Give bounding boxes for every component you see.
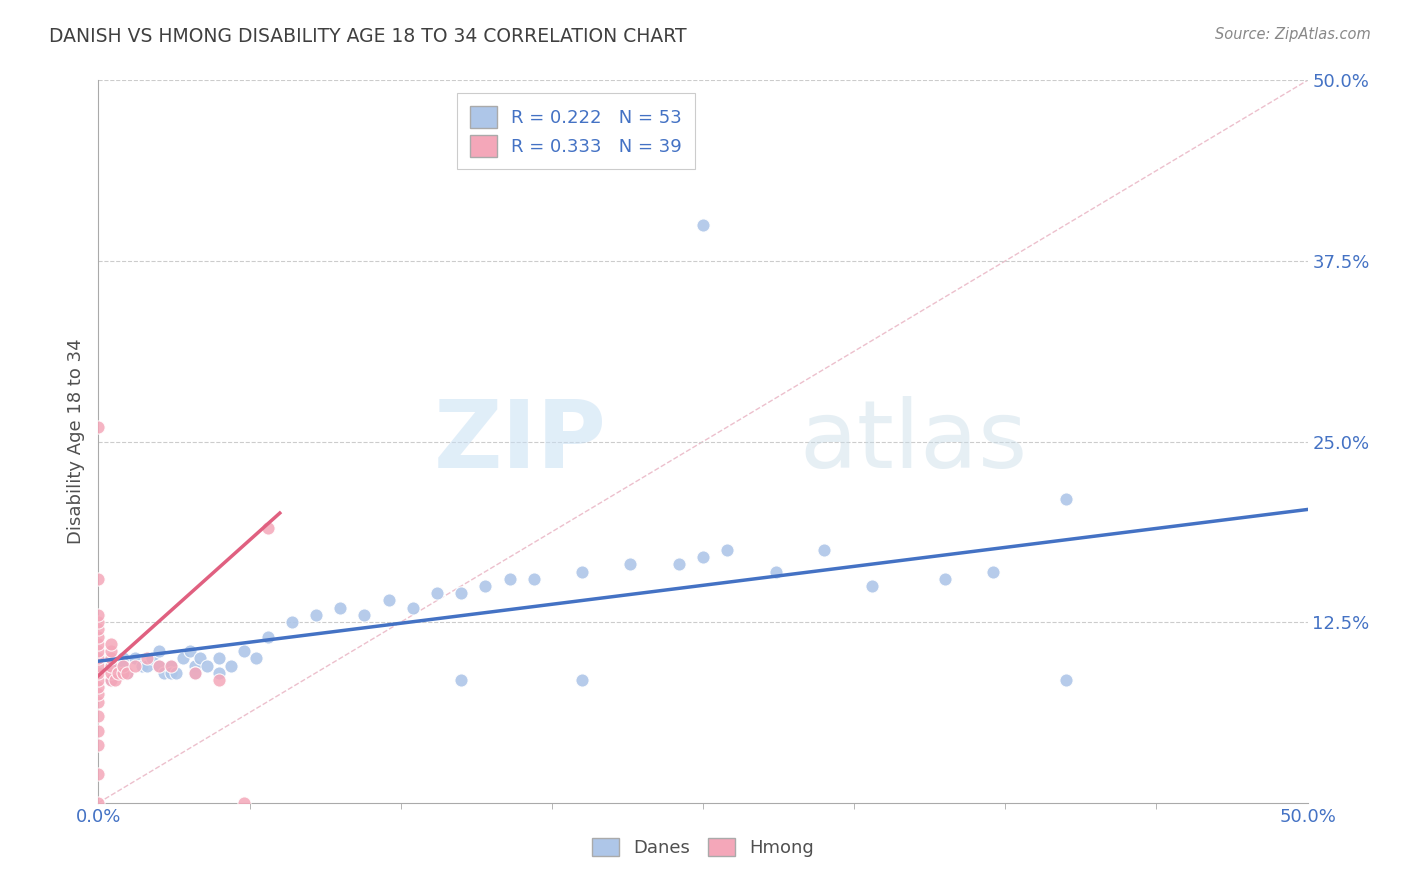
Point	[87, 615, 110, 630]
Point	[141, 651, 163, 665]
Point	[100, 651, 122, 665]
Point	[1054, 492, 1077, 507]
Point	[221, 658, 243, 673]
Point	[117, 665, 139, 680]
Point	[87, 687, 110, 701]
Point	[135, 658, 157, 673]
Point	[692, 550, 714, 565]
Point	[111, 665, 134, 680]
Point	[87, 680, 110, 694]
Point	[100, 673, 122, 687]
Point	[692, 218, 714, 232]
Point	[100, 673, 122, 687]
Point	[107, 658, 129, 673]
Point	[87, 709, 110, 723]
Point	[100, 637, 122, 651]
Point	[353, 607, 375, 622]
Point	[232, 644, 254, 658]
Point	[87, 695, 110, 709]
Point	[100, 644, 122, 658]
Point	[152, 665, 174, 680]
Point	[107, 665, 129, 680]
Point	[100, 665, 122, 680]
Text: DANISH VS HMONG DISABILITY AGE 18 TO 34 CORRELATION CHART: DANISH VS HMONG DISABILITY AGE 18 TO 34 …	[49, 27, 688, 45]
Point	[208, 651, 231, 665]
Point	[184, 665, 207, 680]
Point	[474, 579, 496, 593]
Y-axis label: Disability Age 18 to 34: Disability Age 18 to 34	[66, 339, 84, 544]
Point	[124, 658, 146, 673]
Point	[305, 607, 328, 622]
Point	[179, 644, 201, 658]
Point	[87, 796, 110, 810]
Point	[208, 673, 231, 687]
Point	[87, 665, 110, 680]
Point	[87, 651, 110, 665]
Point	[188, 651, 211, 665]
Point	[208, 665, 231, 680]
Point	[498, 572, 520, 586]
Point	[668, 558, 690, 572]
Point	[860, 579, 883, 593]
Point	[571, 565, 593, 579]
Point	[184, 658, 207, 673]
Point	[148, 658, 170, 673]
Point	[148, 644, 170, 658]
Point	[245, 651, 267, 665]
Point	[232, 796, 254, 810]
Point	[100, 658, 122, 673]
Point	[87, 767, 110, 781]
Point	[195, 658, 218, 673]
Point	[813, 542, 835, 557]
Point	[87, 607, 110, 622]
Point	[329, 600, 352, 615]
Point	[87, 420, 110, 434]
Point	[87, 673, 110, 687]
Point	[934, 572, 956, 586]
Point	[111, 651, 134, 665]
Point	[117, 665, 139, 680]
Point	[1054, 673, 1077, 687]
Text: Source: ZipAtlas.com: Source: ZipAtlas.com	[1215, 27, 1371, 42]
Text: atlas: atlas	[800, 395, 1028, 488]
Point	[523, 572, 546, 586]
Point	[87, 723, 110, 738]
Point	[160, 665, 183, 680]
Point	[172, 651, 194, 665]
Point	[184, 665, 207, 680]
Point	[135, 651, 157, 665]
Point	[124, 651, 146, 665]
Point	[87, 658, 110, 673]
Point	[160, 658, 183, 673]
Point	[256, 630, 278, 644]
Point	[87, 623, 110, 637]
Point	[571, 673, 593, 687]
Point	[402, 600, 425, 615]
Point	[131, 658, 153, 673]
Point	[716, 542, 738, 557]
Point	[377, 593, 399, 607]
Legend: Danes, Hmong: Danes, Hmong	[582, 829, 824, 866]
Text: ZIP: ZIP	[433, 395, 606, 488]
Point	[165, 665, 187, 680]
Point	[450, 586, 472, 600]
Point	[981, 565, 1004, 579]
Point	[426, 586, 449, 600]
Point	[87, 637, 110, 651]
Point	[111, 658, 134, 673]
Point	[87, 630, 110, 644]
Point	[87, 644, 110, 658]
Point	[104, 673, 127, 687]
Point	[619, 558, 641, 572]
Point	[160, 658, 183, 673]
Point	[281, 615, 304, 630]
Point	[765, 565, 787, 579]
Point	[87, 738, 110, 752]
Point	[256, 521, 278, 535]
Point	[450, 673, 472, 687]
Point	[148, 658, 170, 673]
Point	[87, 572, 110, 586]
Point	[111, 658, 134, 673]
